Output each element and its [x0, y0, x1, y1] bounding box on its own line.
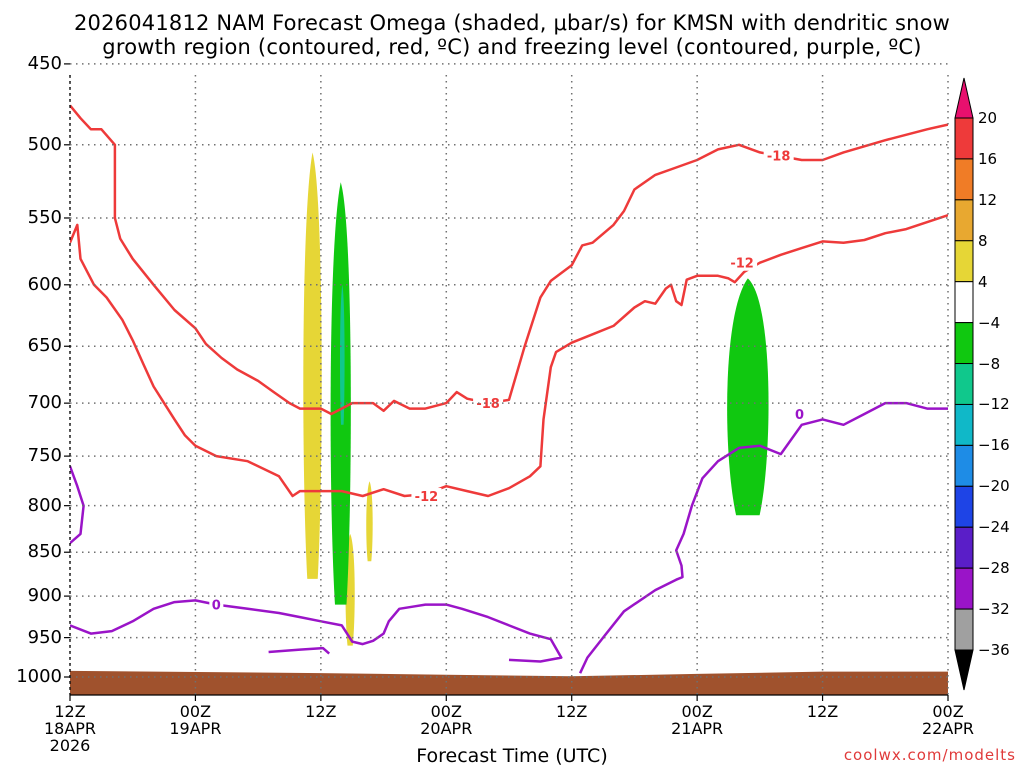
contour-1 — [70, 214, 948, 498]
colorbar-swatch-3 — [954, 240, 974, 283]
colorbar-swatch-0 — [954, 117, 974, 160]
omega-region-5 — [727, 278, 769, 516]
colorbar-swatch-11 — [954, 567, 974, 610]
contour-label-1-0: -12 — [415, 490, 439, 505]
contour-2 — [70, 599, 563, 663]
omega-region-4 — [339, 284, 345, 425]
colorbar-label: −8 — [978, 354, 1001, 373]
contour-0 — [70, 104, 948, 416]
colorbar-top-arrow — [954, 77, 974, 119]
y-tick-label: 950 — [27, 626, 62, 648]
contour-label-1-1: -12 — [730, 257, 754, 272]
contour-label-bg-0-0 — [473, 395, 504, 412]
contour-4 — [578, 401, 948, 674]
contour-label-2-0: 0 — [212, 599, 221, 614]
colorbar-swatch-10 — [954, 526, 974, 569]
colorbar-swatch-2 — [954, 199, 974, 242]
colorbar-label: −28 — [978, 559, 1010, 578]
contour-label-bg-1-1 — [727, 254, 758, 271]
chart-title-line-2: growth region (contoured, red, ºC) and f… — [102, 35, 922, 59]
y-tick-label: 750 — [27, 445, 62, 467]
y-tick-label: 900 — [27, 585, 62, 607]
colorbar-label: −16 — [978, 436, 1010, 455]
colorbar-label: −12 — [978, 395, 1010, 414]
contour-5 — [70, 465, 85, 545]
chart-title-line-1: 2026041812 NAM Forecast Omega (shaded, μ… — [73, 11, 951, 35]
x-axis-title: Forecast Time (UTC) — [416, 745, 608, 767]
omega-region-0 — [303, 152, 322, 579]
colorbar-label: −36 — [978, 641, 1010, 659]
colorbar-swatch-1 — [954, 158, 974, 201]
colorbar-swatch-6 — [954, 363, 974, 405]
colorbar-swatch-12 — [954, 608, 974, 651]
colorbar-swatch-9 — [954, 485, 974, 528]
y-tick-label: 600 — [27, 273, 62, 295]
colorbar-label: −32 — [978, 600, 1010, 619]
colorbar-label: −4 — [978, 313, 1001, 332]
colorbar — [954, 77, 974, 691]
x-tick-label: 12Z — [806, 702, 839, 721]
plot-area: -18 -18 -12 -12 0 0 — [70, 104, 948, 695]
contour-label-bg-2-0 — [209, 596, 224, 613]
x-tick-label: 00Z 22APR — [921, 702, 975, 738]
colorbar-label: 12 — [978, 190, 998, 209]
colorbar-label: 20 — [978, 109, 998, 127]
omega-region-2 — [366, 481, 373, 562]
x-tick-label: 00Z 19APR — [169, 702, 222, 738]
contour-label-0-1: -18 — [767, 149, 791, 164]
x-tick-label: 00Z 20APR — [420, 702, 473, 738]
colorbar-label: 16 — [978, 149, 998, 168]
colorbar-label: −24 — [978, 518, 1010, 537]
y-tick-label: 800 — [27, 494, 62, 516]
y-tick-label: 1000 — [16, 666, 62, 687]
contour-label-bg-0-1 — [763, 147, 794, 164]
y-tick-label: 450 — [27, 52, 62, 74]
y-tick-label: 650 — [27, 335, 62, 357]
source-credit: coolwx.com/modelts — [843, 746, 1016, 764]
colorbar-label: 4 — [978, 272, 988, 291]
colorbar-swatch-8 — [954, 444, 974, 487]
contour-label-2-1: 0 — [795, 408, 804, 423]
ground-terrain — [70, 670, 948, 695]
x-tick-label: 00Z 21APR — [671, 702, 724, 738]
x-tick-label: 12Z — [305, 702, 337, 721]
x-tick-label: 12Z 18APR 2026 — [43, 702, 97, 755]
y-tick-label: 700 — [27, 392, 62, 414]
y-tick-label: 850 — [27, 541, 62, 563]
contour-label-0-0: -18 — [476, 397, 500, 412]
colorbar-label: 8 — [978, 231, 988, 250]
x-tick-label: 12Z — [556, 702, 588, 721]
contour-label-bg-1-0 — [411, 488, 442, 505]
contour-label-bg-2-1 — [792, 406, 807, 423]
y-tick-label: 550 — [27, 206, 62, 228]
colorbar-label: −20 — [978, 477, 1010, 496]
colorbar-swatch-7 — [954, 403, 974, 446]
colorbar-bottom-arrow — [954, 649, 974, 691]
y-tick-label: 500 — [27, 133, 62, 155]
colorbar-swatch-5 — [954, 322, 974, 365]
colorbar-swatch-4 — [954, 281, 974, 324]
contour-3 — [268, 646, 331, 655]
